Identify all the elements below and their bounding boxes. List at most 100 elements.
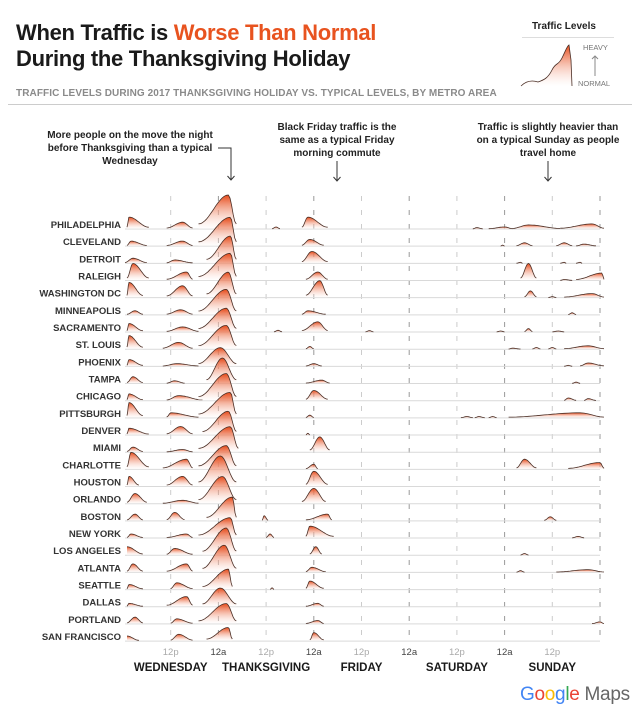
traffic-line xyxy=(305,463,318,469)
traffic-line xyxy=(126,584,143,590)
subtitle: TRAFFIC LEVELS DURING 2017 THANKSGIVING … xyxy=(16,88,497,99)
traffic-area xyxy=(305,272,328,281)
traffic-area xyxy=(198,456,237,487)
traffic-area xyxy=(127,514,143,521)
traffic-line xyxy=(198,307,237,329)
traffic-line xyxy=(166,449,193,453)
annotation-wednesday-night: More people on the move the night before… xyxy=(47,130,213,167)
traffic-area xyxy=(305,433,310,436)
day-label: SUNDAY xyxy=(528,662,577,674)
traffic-line xyxy=(166,380,185,384)
traffic-area xyxy=(166,426,193,436)
traffic-line xyxy=(576,272,605,280)
traffic-area xyxy=(564,293,604,298)
traffic-line xyxy=(198,391,237,415)
traffic-area xyxy=(127,476,139,487)
traffic-line xyxy=(305,390,328,400)
traffic-line xyxy=(198,373,237,397)
traffic-line xyxy=(126,393,143,401)
traffic-line xyxy=(126,451,149,468)
x-tick-label: 12p xyxy=(258,647,274,658)
traffic-area xyxy=(305,526,334,539)
traffic-line xyxy=(305,379,330,384)
traffic-area xyxy=(162,363,199,367)
traffic-line xyxy=(162,342,193,349)
traffic-line xyxy=(488,416,497,419)
metro-label: SACRAMENTO xyxy=(53,323,121,334)
traffic-line xyxy=(206,496,237,518)
traffic-line xyxy=(206,271,237,295)
annotation-black-friday: Black Friday traffic is the same as a ty… xyxy=(277,122,397,159)
logo-letter: o xyxy=(544,684,556,705)
traffic-line xyxy=(202,410,237,432)
traffic-line xyxy=(198,325,237,346)
metro-label: BOSTON xyxy=(81,512,122,523)
traffic-area xyxy=(166,285,193,298)
traffic-area xyxy=(166,272,193,281)
traffic-line xyxy=(126,216,149,228)
traffic-line xyxy=(126,546,143,555)
traffic-area xyxy=(198,476,237,504)
metro-label: LOS ANGELES xyxy=(53,546,121,557)
metro-label: PORTLAND xyxy=(68,615,121,626)
metro-label: RALEIGH xyxy=(78,272,121,283)
traffic-area xyxy=(544,516,557,521)
traffic-line xyxy=(305,580,324,589)
traffic-area xyxy=(127,402,143,418)
traffic-area xyxy=(166,259,193,264)
traffic-line xyxy=(560,223,605,229)
traffic-area xyxy=(309,436,330,453)
x-tick-label: 12a xyxy=(401,647,418,658)
traffic-line xyxy=(301,487,326,502)
traffic-line xyxy=(560,279,573,281)
x-tick-label: 12a xyxy=(306,647,323,658)
metro-label: SAN FRANCISCO xyxy=(42,632,121,643)
metro-label: WASHINGTON DC xyxy=(39,289,121,300)
day-label: FRIDAY xyxy=(340,662,383,674)
traffic-area xyxy=(305,471,328,487)
traffic-line xyxy=(166,412,199,418)
traffic-line xyxy=(126,402,143,416)
traffic-area xyxy=(198,603,237,624)
traffic-line xyxy=(508,347,521,350)
traffic-area xyxy=(516,570,525,573)
traffic-line xyxy=(305,602,324,607)
traffic-area xyxy=(301,217,328,229)
traffic-area xyxy=(524,290,537,298)
metro-label: MIAMI xyxy=(93,443,121,454)
traffic-line xyxy=(126,493,147,503)
traffic-line xyxy=(126,533,143,538)
traffic-area xyxy=(198,426,239,453)
traffic-area xyxy=(127,263,149,281)
traffic-area xyxy=(202,545,237,573)
traffic-line xyxy=(560,261,567,264)
traffic-line xyxy=(301,321,328,331)
traffic-line xyxy=(206,357,237,381)
traffic-area xyxy=(166,596,193,607)
traffic-area xyxy=(166,534,193,539)
traffic-line xyxy=(126,476,139,486)
traffic-line xyxy=(198,476,237,500)
traffic-area xyxy=(305,567,326,573)
traffic-area xyxy=(162,500,199,504)
legend-divider xyxy=(522,37,614,38)
traffic-line xyxy=(556,242,573,247)
metro-label: PITTSBURGH xyxy=(59,409,121,420)
traffic-line xyxy=(301,238,324,246)
traffic-area xyxy=(520,263,537,281)
traffic-area xyxy=(272,227,280,229)
traffic-line xyxy=(261,515,269,521)
traffic-line xyxy=(516,242,533,247)
traffic-line xyxy=(166,259,193,264)
maps-wordmark: Maps xyxy=(584,684,631,705)
traffic-area xyxy=(166,326,199,333)
traffic-line xyxy=(532,347,541,350)
traffic-area xyxy=(127,335,143,350)
legend-heavy-label: HEAVY xyxy=(583,43,608,52)
traffic-area xyxy=(301,321,328,333)
traffic-line xyxy=(272,226,280,230)
header-divider xyxy=(8,104,632,105)
traffic-line xyxy=(198,603,237,622)
metro-label: ATLANTA xyxy=(78,563,122,574)
traffic-line xyxy=(206,235,237,260)
